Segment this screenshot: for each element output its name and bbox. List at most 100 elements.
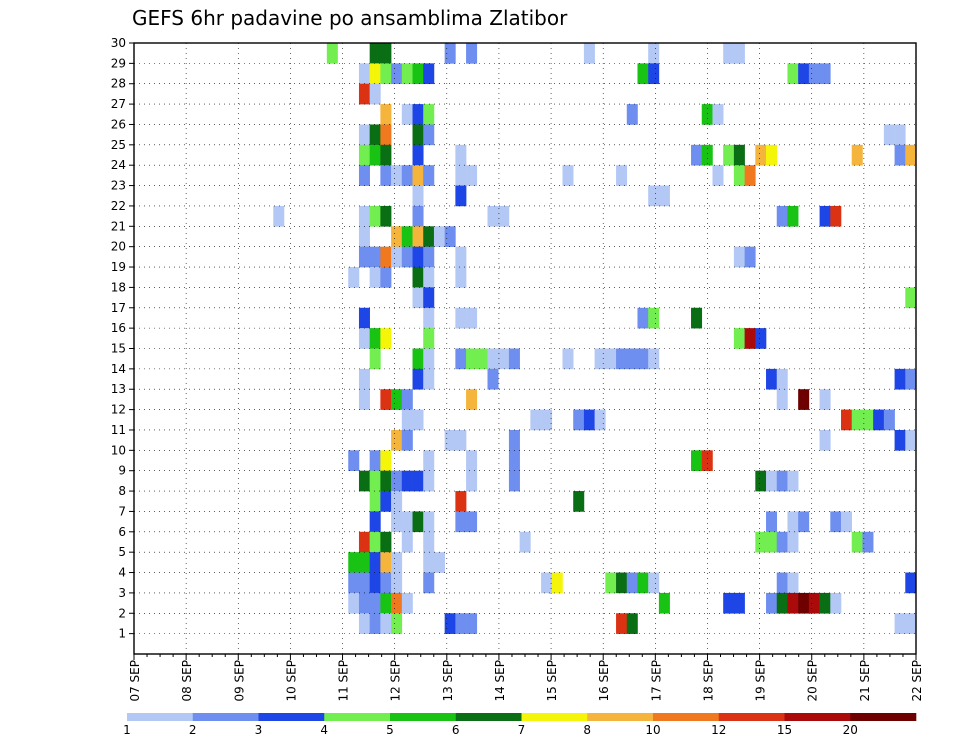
heatmap-cell: [358, 613, 370, 634]
heatmap-cell: [358, 592, 370, 614]
heatmap-cell: [498, 205, 510, 227]
heatmap-cell: [401, 226, 413, 247]
heatmap-cell: [412, 511, 424, 533]
grid-lines: [134, 42, 916, 654]
heatmap-cell: [798, 63, 810, 85]
heatmap-cell: [905, 613, 917, 634]
colorbar-label: 15: [777, 723, 792, 737]
heatmap-cell: [423, 511, 435, 533]
heatmap-cell: [894, 124, 906, 146]
heatmap-cell: [466, 307, 478, 329]
heatmap-cell: [369, 63, 381, 85]
heatmap-cell: [637, 63, 649, 85]
heatmap-cell: [787, 572, 799, 594]
x-tick-label: 20 SEP: [806, 660, 820, 702]
heatmap-cell: [369, 572, 381, 594]
heatmap-cell: [455, 267, 467, 288]
heatmap-cell: [894, 144, 906, 166]
heatmap-cell: [508, 470, 520, 492]
heatmap-cell: [369, 613, 381, 634]
heatmap-cell: [369, 552, 381, 573]
heatmap-cell: [358, 144, 370, 166]
heatmap-cell: [369, 205, 381, 227]
heatmap-cell: [573, 491, 585, 512]
heatmap-cell: [423, 552, 435, 573]
y-tick-label: 16: [111, 321, 126, 335]
heatmap-cell: [691, 450, 703, 471]
heatmap-cell: [487, 368, 499, 390]
y-tick-label: 10: [111, 443, 126, 457]
heatmap-cell: [905, 368, 917, 390]
heatmap-cell: [423, 348, 435, 370]
heatmap-cell: [380, 450, 392, 471]
colorbar-label: 7: [518, 723, 526, 737]
heatmap-cell: [776, 592, 788, 614]
heatmap-cell: [508, 429, 520, 451]
colorbar-segment: [192, 713, 259, 721]
colorbar-label: 6: [452, 723, 460, 737]
heatmap-cell: [369, 348, 381, 370]
heatmap-cell: [905, 572, 917, 594]
heatmap-cell: [562, 348, 574, 370]
heatmap-cell: [423, 246, 435, 268]
heatmap-cell: [744, 165, 756, 186]
heatmap-cell: [498, 348, 510, 370]
heatmap-cell: [423, 368, 435, 390]
heatmap-cell: [412, 205, 424, 227]
heatmap-cell: [369, 328, 381, 349]
heatmap-cell: [369, 83, 381, 105]
heatmap-cell: [444, 43, 456, 64]
heatmap-cell: [412, 226, 424, 247]
heatmap-cell: [819, 205, 831, 227]
colorbar-segment: [127, 713, 194, 721]
chart-title: GEFS 6hr padavine po ansamblima Zlatibor: [132, 6, 568, 30]
heatmap-cell: [701, 450, 713, 471]
y-tick-label: 30: [111, 36, 126, 50]
heatmap-cell: [733, 43, 745, 64]
y-tick-label: 23: [111, 179, 126, 193]
heatmap-cell: [583, 43, 595, 64]
y-tick-label: 1: [118, 627, 126, 641]
heatmap-cell: [466, 613, 478, 634]
heatmap-cell: [541, 409, 553, 431]
heatmap-cell: [433, 552, 445, 573]
heatmap-cell: [691, 307, 703, 329]
y-tick-label: 15: [111, 342, 126, 356]
colorbar-label: 2: [189, 723, 197, 737]
heatmap-cell: [637, 572, 649, 594]
heatmap-cell: [733, 328, 745, 349]
heatmap-cell: [733, 165, 745, 186]
heatmap-cell: [391, 63, 403, 85]
heatmap-cell: [819, 592, 831, 614]
x-tick-label: 14 SEP: [493, 660, 507, 702]
y-tick-label: 29: [111, 56, 126, 70]
heatmap-cell: [466, 348, 478, 370]
plot-frame: [133, 42, 917, 655]
heatmap-cell: [455, 165, 467, 186]
heatmap-cell: [648, 348, 660, 370]
y-tick-label: 12: [111, 403, 126, 417]
heatmap-cell: [391, 165, 403, 186]
heatmap-cell: [401, 592, 413, 614]
colorbar-label: 4: [320, 723, 328, 737]
y-tick-label: 9: [118, 464, 126, 478]
colorbar-label: 5: [386, 723, 394, 737]
heatmap-cell: [841, 511, 853, 533]
heatmap-cell: [755, 328, 767, 349]
heatmap-cell: [808, 63, 820, 85]
heatmap-cell: [391, 613, 403, 634]
heatmap-cell: [562, 165, 574, 186]
heatmap-cell: [358, 83, 370, 105]
colorbar-segment: [521, 713, 588, 721]
colorbar-segment: [324, 713, 391, 721]
heatmap-cell: [401, 429, 413, 451]
heatmap-cell: [348, 572, 360, 594]
heatmap-cell: [787, 470, 799, 492]
heatmap-cell: [616, 348, 628, 370]
heatmap-cell: [412, 348, 424, 370]
heatmap-cell: [423, 450, 435, 471]
heatmap-cell: [466, 470, 478, 492]
heatmap-cell: [369, 43, 381, 64]
heatmap-cell: [658, 592, 670, 614]
heatmap-cell: [766, 144, 778, 166]
